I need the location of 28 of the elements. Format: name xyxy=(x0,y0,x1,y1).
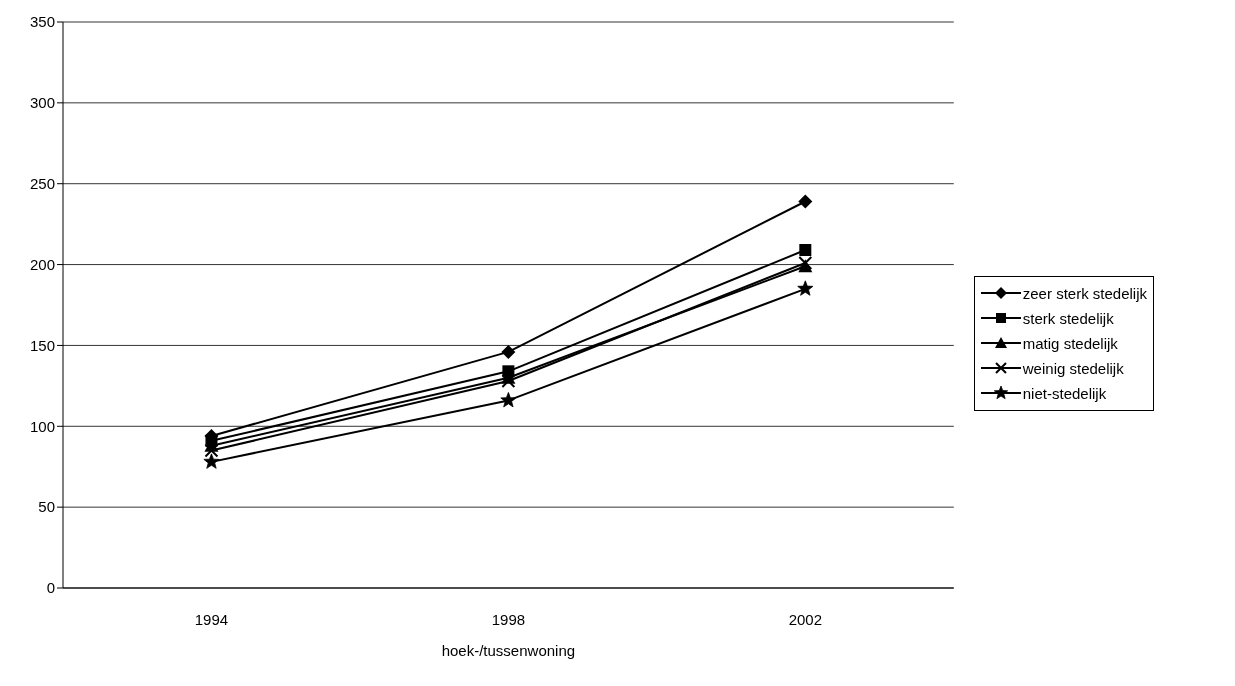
y-tick-label: 200 xyxy=(29,255,55,273)
x-axis-title: hoek-/tussenwoning xyxy=(441,642,576,659)
y-tick-label: 0 xyxy=(46,579,55,597)
point xyxy=(204,443,219,458)
point xyxy=(501,374,516,389)
point xyxy=(799,244,812,257)
point xyxy=(500,392,517,408)
point xyxy=(501,344,516,359)
x-tick-label: 1994 xyxy=(194,610,229,628)
legend-label: zeer sterk stedelijk xyxy=(1022,284,1147,302)
legend-label: niet-stedelijk xyxy=(1022,384,1107,402)
point xyxy=(798,255,813,270)
y-tick-label: 150 xyxy=(29,336,55,354)
point xyxy=(797,280,814,296)
y-tick-label: 100 xyxy=(29,417,55,435)
x-tick-label: 1998 xyxy=(491,610,526,628)
point xyxy=(798,259,813,273)
y-tick-label: 350 xyxy=(29,13,55,31)
y-tick-label: 250 xyxy=(29,175,55,193)
y-tick-label: 50 xyxy=(38,498,55,516)
point xyxy=(203,453,220,469)
point xyxy=(502,365,515,378)
legend-label: weinig stedelijk xyxy=(1022,359,1124,377)
point xyxy=(798,194,813,209)
x-tick-label: 2002 xyxy=(788,610,823,628)
y-tick-label: 300 xyxy=(29,94,55,112)
legend-label: matig stedelijk xyxy=(1022,334,1118,352)
legend-label: sterk stedelijk xyxy=(1022,309,1114,327)
